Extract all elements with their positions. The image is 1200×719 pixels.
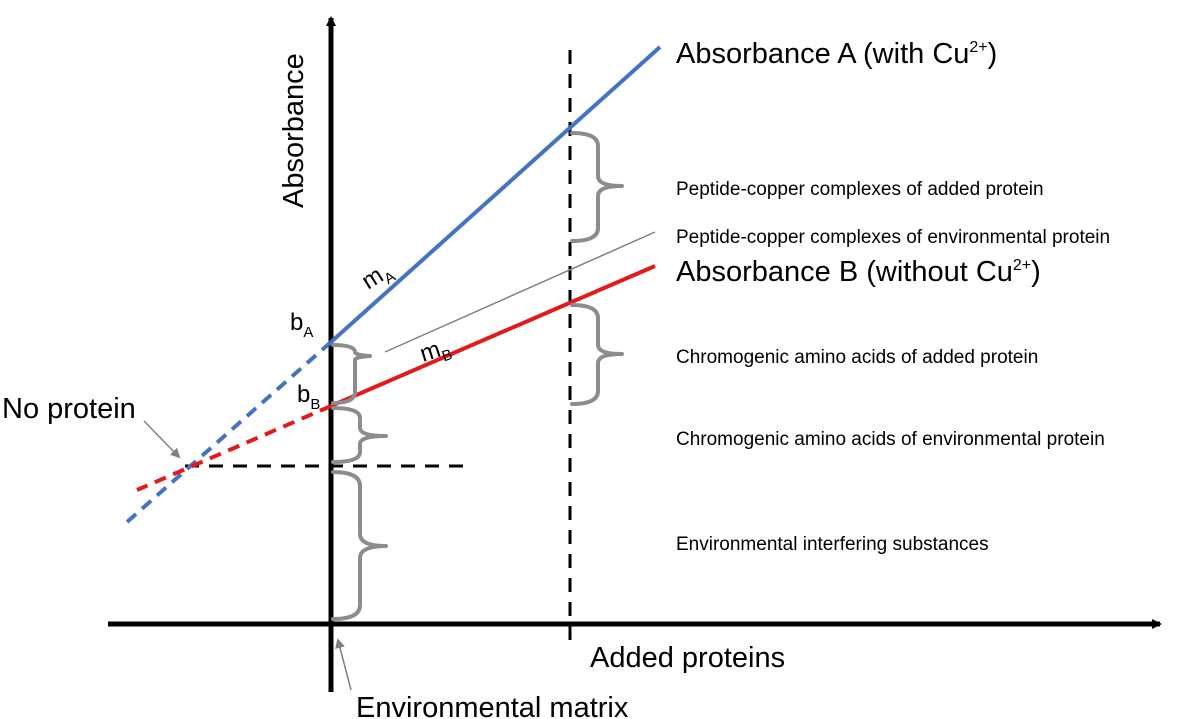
x-axis-label: Added proteins	[590, 642, 785, 674]
environmental-matrix-pointer	[335, 638, 352, 691]
line-b	[330, 264, 656, 408]
environmental-matrix-label: Environmental matrix	[356, 692, 629, 719]
intercept-a-label: bA	[290, 309, 313, 341]
component-label-added-chromogenic: Chromogenic amino acids of added protein	[676, 347, 1038, 368]
line-a-extrapolation	[125, 340, 333, 524]
absorbance-a-label: Absorbance A (with Cu2+)	[676, 38, 997, 70]
component-label-added-peptide: Peptide-copper complexes of added protei…	[676, 179, 1044, 200]
y-axis-label: Absorbance	[278, 53, 310, 208]
line-a	[329, 45, 662, 344]
component-label-environmental-chromogenic: Chromogenic amino acids of environmental…	[676, 429, 1105, 450]
component-label-interfering-substances: Environmental interfering substances	[676, 534, 989, 555]
no-protein-label: No protein	[2, 393, 136, 425]
brace-added-chromogenic	[570, 303, 624, 406]
brace-environmental-chromogenic	[331, 406, 388, 464]
component-label-environmental-peptide: Peptide-copper complexes of environmenta…	[676, 227, 1110, 248]
line-b-extrapolation	[136, 404, 332, 492]
brace-environmental-peptide	[331, 343, 372, 405]
environmental-protein-line	[384, 231, 656, 353]
brace-added-peptide	[570, 131, 624, 243]
no-protein-pointer	[143, 420, 181, 459]
slope-a-label: mA	[357, 256, 399, 298]
brace-interfering-substances	[331, 470, 388, 621]
absorbance-b-label: Absorbance B (without Cu2+)	[676, 256, 1041, 288]
intercept-b-label: bB	[297, 381, 320, 413]
